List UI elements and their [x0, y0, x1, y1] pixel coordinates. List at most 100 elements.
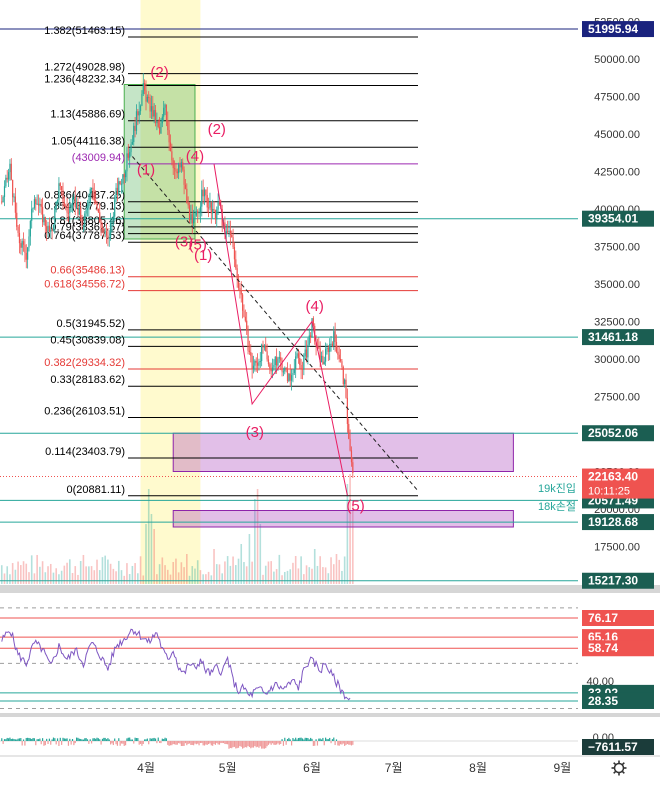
candle-body	[5, 177, 7, 187]
candle-body	[153, 110, 155, 117]
volume-bar	[283, 571, 286, 584]
fib-level-label: 1.13(45886.69)	[50, 109, 125, 121]
macd-bar	[205, 741, 207, 745]
macd-bar	[123, 741, 125, 746]
volume-bar	[98, 570, 101, 584]
candle-body	[269, 364, 271, 369]
macd-bar	[67, 741, 70, 746]
candle-body	[216, 209, 218, 220]
macd-bar	[24, 741, 26, 746]
candle-body	[187, 203, 189, 206]
candle-body	[20, 243, 22, 248]
macd-bar	[29, 738, 31, 741]
candle-body	[7, 172, 10, 180]
macd-bar	[248, 741, 251, 748]
volume-bar	[36, 554, 38, 584]
macd-bar	[82, 739, 85, 741]
macd-bar	[276, 741, 278, 745]
candle-body	[209, 201, 211, 208]
candle-body	[295, 356, 297, 369]
fib-level-label: 0.5(31945.52)	[57, 318, 126, 330]
candle-body	[44, 216, 46, 227]
macd-bar	[254, 741, 256, 747]
macd-bar	[233, 741, 236, 747]
candle-body	[2, 197, 4, 203]
price-tick-label: 50000.00	[594, 54, 640, 66]
macd-bar	[22, 739, 25, 741]
candle-body	[134, 125, 136, 131]
volume-bar	[161, 557, 164, 584]
macd-bar	[282, 741, 285, 746]
candle-body	[198, 212, 200, 214]
zone-box	[172, 432, 514, 472]
macd-bar	[229, 741, 231, 748]
macd-bar	[325, 737, 327, 741]
candle-body	[159, 126, 161, 134]
volume-bar	[294, 556, 297, 584]
volume-bar	[63, 565, 66, 584]
candle-body	[31, 208, 33, 221]
volume-bar	[338, 559, 341, 584]
candle-body	[146, 96, 148, 102]
macd-bar	[165, 738, 168, 741]
volume-bar	[278, 554, 281, 584]
candle-body	[341, 361, 343, 367]
volume-bar	[270, 561, 272, 584]
candle-body	[246, 320, 248, 331]
volume-bar	[237, 558, 240, 584]
macd-bar	[32, 737, 34, 741]
macd-bar	[346, 741, 348, 745]
macd-bar	[213, 741, 215, 744]
wave-label: (3)	[175, 234, 193, 251]
volume-bar	[352, 504, 354, 584]
macd-bar	[256, 741, 259, 747]
candle-body	[233, 247, 236, 260]
gear-icon[interactable]	[611, 760, 627, 776]
candle-body	[41, 206, 44, 223]
candle-body	[293, 368, 295, 374]
candle-body	[115, 187, 117, 200]
macd-bar	[216, 741, 218, 744]
macd-bar	[270, 741, 272, 745]
candle-body	[37, 203, 40, 206]
macd-bar	[169, 741, 172, 746]
candle-body	[25, 252, 27, 260]
volume-bar	[96, 559, 98, 584]
candle-body	[103, 228, 105, 232]
candle-body	[258, 361, 260, 366]
candle-body	[254, 360, 256, 366]
volume-bar	[172, 562, 175, 584]
price-badge	[582, 609, 654, 626]
macd-bar	[120, 741, 123, 744]
volume-bar	[69, 559, 71, 584]
macd-bar	[316, 741, 319, 746]
macd-bar	[278, 741, 280, 745]
candle-body	[73, 196, 75, 199]
macd-bar	[314, 741, 316, 746]
price-badge	[582, 329, 654, 346]
candle-body	[217, 201, 219, 210]
candle-body	[255, 360, 257, 363]
macd-bar	[197, 741, 199, 744]
candle-body	[33, 199, 36, 208]
macd-bar	[195, 741, 197, 745]
macd-bar	[3, 739, 6, 741]
price-tick-label: 42500.00	[594, 167, 640, 179]
macd-bar	[12, 738, 14, 741]
candle-body	[319, 348, 321, 363]
candle-body	[214, 210, 216, 220]
macd-bar	[139, 741, 142, 744]
wave-label: (1)	[137, 162, 155, 179]
volume-bar	[104, 555, 106, 584]
macd-bar	[300, 737, 302, 741]
macd-bar	[41, 738, 44, 741]
macd-bar	[54, 738, 56, 741]
macd-bar	[206, 741, 208, 745]
macd-bar	[178, 741, 180, 744]
volume-bar	[142, 575, 145, 584]
macd-bar	[308, 739, 310, 741]
candle-body	[278, 357, 280, 359]
macd-bar	[304, 737, 306, 741]
macd-bar	[77, 737, 79, 741]
